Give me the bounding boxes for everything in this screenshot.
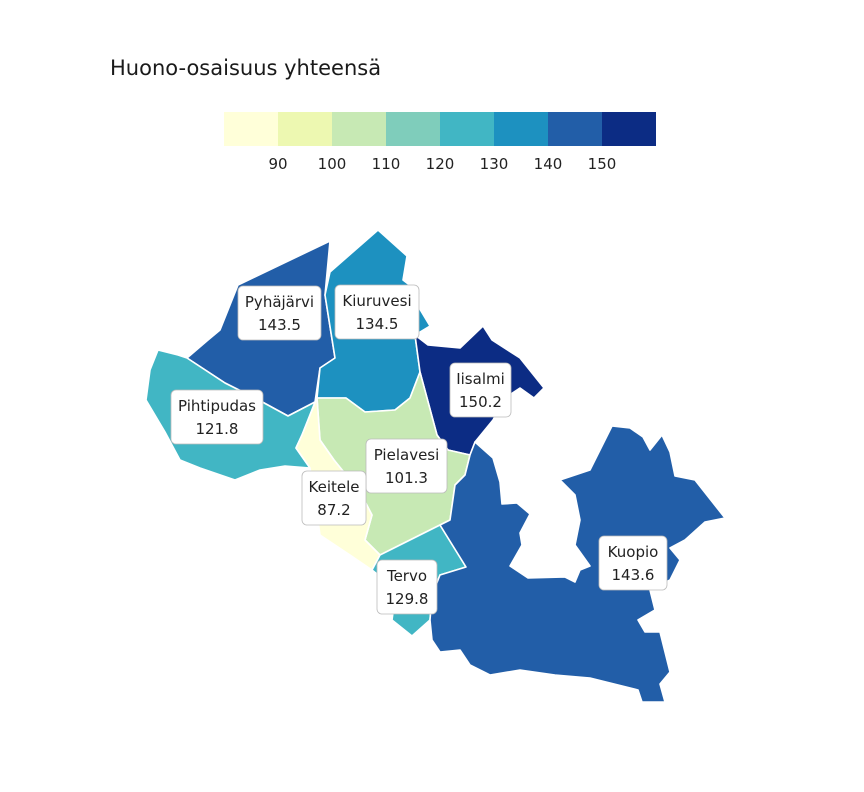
legend-tick: 150 xyxy=(588,155,617,173)
label-kiuruvesi: Kiuruvesi 134.5 xyxy=(334,284,420,340)
region-name: Iisalmi xyxy=(456,370,505,388)
map-title: Huono-osaisuus yhteensä xyxy=(110,56,382,80)
legend-tick: 140 xyxy=(534,155,563,173)
region-kuopio[interactable] xyxy=(429,425,726,703)
region-value: 129.8 xyxy=(386,590,429,608)
legend-swatch xyxy=(440,112,494,146)
legend-swatch xyxy=(278,112,332,146)
region-name: Kiuruvesi xyxy=(342,292,411,310)
legend-swatch xyxy=(494,112,548,146)
region-name: Pihtipudas xyxy=(178,397,256,415)
region-name: Pyhäjärvi xyxy=(245,293,314,311)
label-box xyxy=(334,284,420,340)
legend-swatch xyxy=(548,112,602,146)
color-legend: 90 100 110 120 130 140 150 xyxy=(224,112,656,173)
region-name: Kuopio xyxy=(608,543,659,561)
region-value: 150.2 xyxy=(459,393,502,411)
region-name: Pielavesi xyxy=(374,446,440,464)
label-kuopio: Kuopio 143.6 xyxy=(598,535,668,591)
legend-swatch xyxy=(332,112,386,146)
label-iisalmi: Iisalmi 150.2 xyxy=(449,362,512,418)
legend-tick: 110 xyxy=(372,155,401,173)
region-name: Tervo xyxy=(386,567,427,585)
region-value: 143.6 xyxy=(612,566,655,584)
label-pyhajarvi: Pyhäjärvi 143.5 xyxy=(237,285,322,341)
region-value: 101.3 xyxy=(385,469,428,487)
label-box xyxy=(598,535,668,591)
label-box xyxy=(376,559,438,615)
label-box xyxy=(301,470,367,526)
label-box xyxy=(449,362,512,418)
label-tervo: Tervo 129.8 xyxy=(376,559,438,615)
label-box xyxy=(365,438,448,494)
region-value: 87.2 xyxy=(317,501,350,519)
legend-tick: 120 xyxy=(426,155,455,173)
label-box xyxy=(237,285,322,341)
region-labels: Pyhäjärvi 143.5 Kiuruvesi 134.5 Iisalmi … xyxy=(170,284,668,615)
legend-swatch xyxy=(602,112,656,146)
legend-swatch xyxy=(224,112,278,146)
region-value: 134.5 xyxy=(356,315,399,333)
region-value: 143.5 xyxy=(258,316,301,334)
label-box xyxy=(170,389,264,445)
region-value: 121.8 xyxy=(196,420,239,438)
label-pielavesi: Pielavesi 101.3 xyxy=(365,438,448,494)
region-name: Keitele xyxy=(309,478,360,496)
label-pihtipudas: Pihtipudas 121.8 xyxy=(170,389,264,445)
legend-tick: 90 xyxy=(268,155,287,173)
legend-tick: 100 xyxy=(318,155,347,173)
legend-swatch xyxy=(386,112,440,146)
legend-tick: 130 xyxy=(480,155,509,173)
label-keitele: Keitele 87.2 xyxy=(301,470,367,526)
